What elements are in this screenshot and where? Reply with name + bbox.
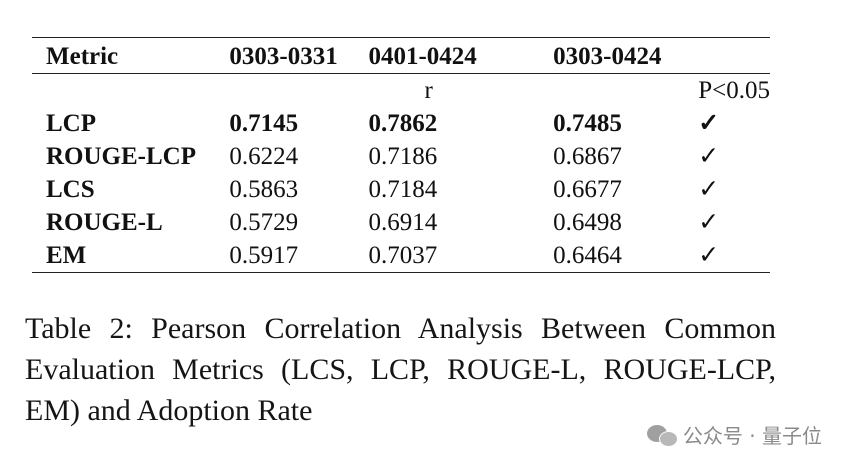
table-header-row: Metric 0303-0331 0401-0424 0303-0424 — [32, 37, 770, 74]
metric-cell: ROUGE-L — [46, 209, 163, 236]
table-caption: Table 2: Pearson Correlation Analysis Be… — [25, 312, 776, 427]
subheader-p-label: P<0.05 — [692, 73, 770, 107]
value-cell-0303-0424: 0.6867 — [553, 143, 622, 170]
results-table: Metric 0303-0331 0401-0424 0303-0424 r P… — [32, 37, 770, 273]
table-row: LCP 0.7145 0.7862 0.7485 ✓ — [32, 107, 770, 140]
metric-cell: EM — [32, 239, 230, 273]
results-table-container: Metric 0303-0331 0401-0424 0303-0424 r P… — [32, 37, 770, 273]
subheader-r-label: r — [368, 73, 554, 107]
column-header-0401-0424: 0401-0424 — [368, 37, 554, 74]
significance-check-cell: ✓ — [692, 239, 770, 273]
metric-cell: LCP — [46, 110, 96, 137]
significance-check-cell: ✓ — [698, 209, 720, 236]
value-cell-0303-0424: 0.6498 — [553, 209, 622, 236]
column-header-0303-0331: 0303-0331 — [229, 37, 369, 74]
significance-check-cell: ✓ — [698, 143, 720, 170]
value-cell-0303-0424: 0.6464 — [553, 239, 693, 273]
metric-cell: ROUGE-LCP — [46, 143, 196, 170]
column-header-significance — [692, 37, 770, 74]
watermark: 公众号 · 量子位 — [646, 420, 822, 449]
value-cell-0303-0424: 0.6677 — [553, 176, 622, 203]
table-row: ROUGE-LCP 0.6224 0.7186 0.6867 ✓ — [32, 140, 770, 173]
value-cell-0401-0424: 0.7037 — [368, 239, 554, 273]
value-cell-0303-0331: 0.5917 — [229, 239, 369, 273]
value-cell-0303-0331: 0.7145 — [229, 110, 299, 137]
value-cell-0303-0331: 0.5863 — [229, 176, 299, 203]
table-row: ROUGE-L 0.5729 0.6914 0.6498 ✓ — [32, 206, 770, 239]
significance-check-cell: ✓ — [698, 176, 720, 203]
value-cell-0401-0424: 0.7862 — [368, 110, 438, 137]
value-cell-0401-0424: 0.7184 — [368, 176, 438, 203]
column-header-0303-0424: 0303-0424 — [553, 37, 693, 74]
metric-cell: LCS — [46, 176, 95, 203]
value-cell-0401-0424: 0.6914 — [368, 209, 438, 236]
significance-check-cell: ✓ — [698, 110, 720, 137]
wechat-icon — [646, 423, 678, 447]
table-row: EM 0.5917 0.7037 0.6464 ✓ — [32, 239, 770, 273]
value-cell-0303-0331: 0.6224 — [229, 143, 299, 170]
watermark-text: 公众号 · 量子位 — [682, 424, 822, 448]
table-body: LCP 0.7145 0.7862 0.7485 ✓ ROUGE-LCP 0.6224 0.7… — [32, 107, 770, 273]
value-cell-0303-0424: 0.7485 — [553, 110, 622, 137]
column-header-metric: Metric — [32, 37, 230, 74]
value-cell-0401-0424: 0.7186 — [368, 143, 438, 170]
table-subheader-row: r P<0.05 — [32, 73, 770, 107]
value-cell-0303-0331: 0.5729 — [229, 209, 299, 236]
table-row: LCS 0.5863 0.7184 0.6677 ✓ — [32, 173, 770, 206]
